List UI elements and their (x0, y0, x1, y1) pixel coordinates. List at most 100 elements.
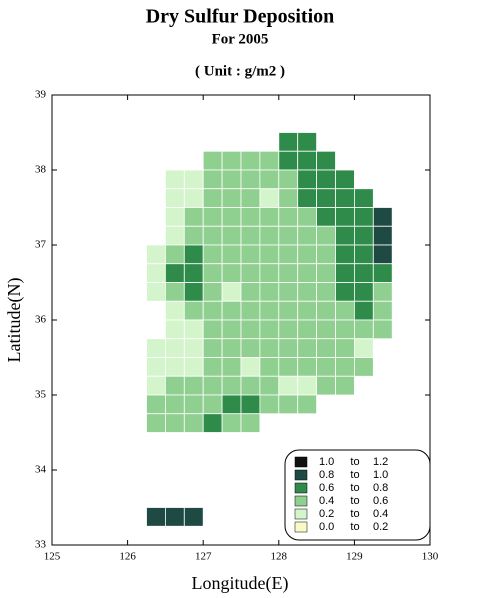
grid-cell (259, 244, 280, 265)
y-tick-label: 38 (35, 164, 47, 176)
grid-cell (183, 225, 204, 246)
grid-cell (202, 244, 223, 265)
legend-from: 0.2 (319, 508, 334, 520)
grid-cell (259, 375, 280, 396)
grid-cell (183, 357, 204, 377)
legend-from: 0.6 (319, 482, 334, 494)
grid-cell (164, 507, 185, 527)
grid-cell (240, 188, 261, 208)
grid-cell (259, 207, 280, 227)
grid-cell (146, 244, 166, 265)
grid-cell (202, 394, 223, 415)
y-tick-label: 35 (35, 389, 47, 401)
grid-cell (146, 338, 166, 358)
grid-cell (183, 300, 204, 321)
grid-cell (353, 244, 374, 265)
x-tick-label: 127 (195, 551, 212, 563)
grid-cell (221, 300, 242, 321)
x-tick-label: 126 (119, 551, 136, 563)
grid-cell (221, 338, 242, 358)
grid-cell (240, 413, 261, 433)
grid-cell (297, 188, 318, 208)
grid-cell (183, 244, 204, 265)
grid-cell (278, 394, 299, 415)
grid-cell (297, 375, 318, 396)
grid-cell (316, 357, 336, 377)
legend-connector: to (350, 495, 359, 507)
legend-swatch (294, 482, 308, 494)
grid-cell (240, 282, 261, 302)
grid-cell (221, 394, 242, 415)
grid-cell (259, 300, 280, 321)
grid-cell (335, 282, 355, 302)
grid-cell (353, 263, 374, 283)
grid-cell (240, 319, 261, 340)
grid-cell (297, 132, 318, 152)
grid-cell (297, 357, 318, 377)
grid-cell (164, 300, 185, 321)
grid-cell (372, 244, 393, 265)
grid-cell (146, 282, 166, 302)
grid-cell (221, 244, 242, 265)
y-tick-label: 34 (35, 464, 47, 476)
legend-connector: to (350, 508, 359, 520)
legend-to: 0.8 (373, 482, 388, 494)
grid-cell (297, 169, 318, 190)
grid-cell (164, 338, 185, 358)
legend-swatch (294, 508, 308, 520)
grid-cell (297, 394, 318, 415)
grid-cell (164, 244, 185, 265)
legend-to: 1.2 (373, 456, 388, 468)
grid-cell (353, 319, 374, 340)
legend-to: 1.0 (373, 469, 388, 481)
grid-cell (335, 375, 355, 396)
x-tick-label: 130 (422, 551, 439, 563)
y-tick-label: 37 (35, 239, 47, 251)
y-axis-label: Latitude(N) (4, 278, 25, 363)
grid-cell (202, 225, 223, 246)
grid-cell (221, 150, 242, 171)
grid-cell (221, 319, 242, 340)
grid-cell (372, 300, 393, 321)
legend-to: 0.4 (373, 508, 388, 520)
grid-cell (297, 225, 318, 246)
grid-cell (335, 338, 355, 358)
grid-cell (240, 150, 261, 171)
grid-cell (353, 207, 374, 227)
grid-cell (335, 244, 355, 265)
grid-cell (278, 207, 299, 227)
grid-cell (221, 207, 242, 227)
grid-cell (221, 169, 242, 190)
grid-cell (240, 394, 261, 415)
subtitle: For 2005 (212, 31, 269, 47)
grid-cell (297, 338, 318, 358)
grid-cell (221, 188, 242, 208)
grid-cell (316, 244, 336, 265)
grid-cell (278, 263, 299, 283)
grid-cell (183, 169, 204, 190)
grid-cell (221, 263, 242, 283)
grid-cell (278, 225, 299, 246)
legend-swatch (294, 456, 308, 468)
grid-cell (335, 169, 355, 190)
grid-cell (259, 394, 280, 415)
grid-cell (316, 169, 336, 190)
legend-connector: to (350, 469, 359, 481)
y-tick-label: 33 (35, 539, 47, 551)
unit: ( Unit : g/m2 ) (195, 63, 285, 79)
grid-cell (240, 169, 261, 190)
grid-cell (240, 244, 261, 265)
grid-cell (297, 207, 318, 227)
grid-cell (202, 169, 223, 190)
grid-cell (164, 319, 185, 340)
grid-cell (221, 225, 242, 246)
grid-cell (183, 263, 204, 283)
grid-cell (335, 188, 355, 208)
grid-cell (183, 207, 204, 227)
grid-cell (372, 207, 393, 227)
grid-cell (297, 300, 318, 321)
grid-cell (259, 188, 280, 208)
legend-connector: to (350, 456, 359, 468)
grid-cell (202, 300, 223, 321)
grid-cell (146, 375, 166, 396)
